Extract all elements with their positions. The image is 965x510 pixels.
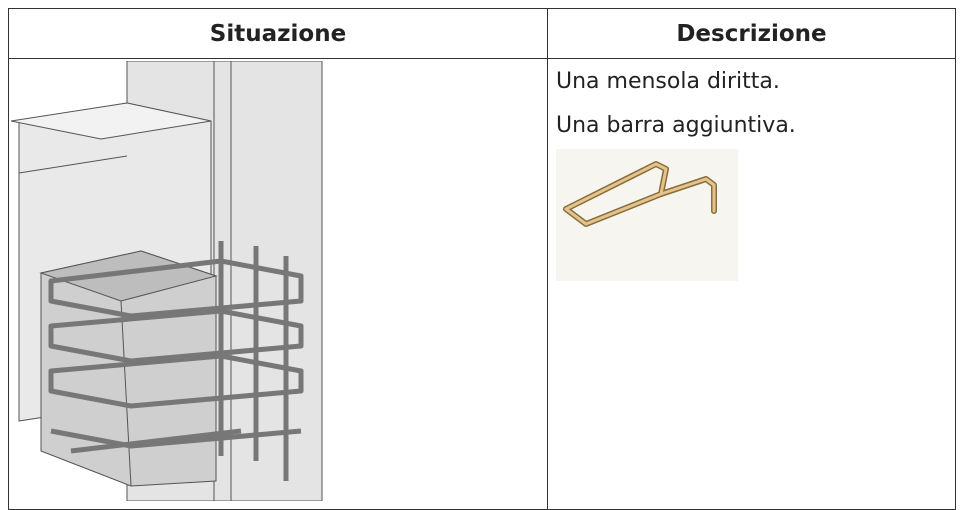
header-row: Situazione Descrizione (8, 8, 956, 59)
cell: Una mensola diritta. Una barra aggiuntiv… (547, 58, 956, 510)
header-cell: Descrizione (547, 8, 956, 59)
bar-image (556, 149, 738, 281)
body-row: Una mensola diritta. Una barra aggiuntiv… (8, 58, 956, 510)
header-cell: Situazione (8, 8, 548, 59)
illustration (11, 61, 323, 501)
table: Situazione Descrizione (8, 8, 956, 510)
description-text: Una mensola diritta. (556, 69, 780, 94)
description-text: Una barra aggiuntiva. (556, 113, 796, 138)
cell (8, 58, 548, 510)
